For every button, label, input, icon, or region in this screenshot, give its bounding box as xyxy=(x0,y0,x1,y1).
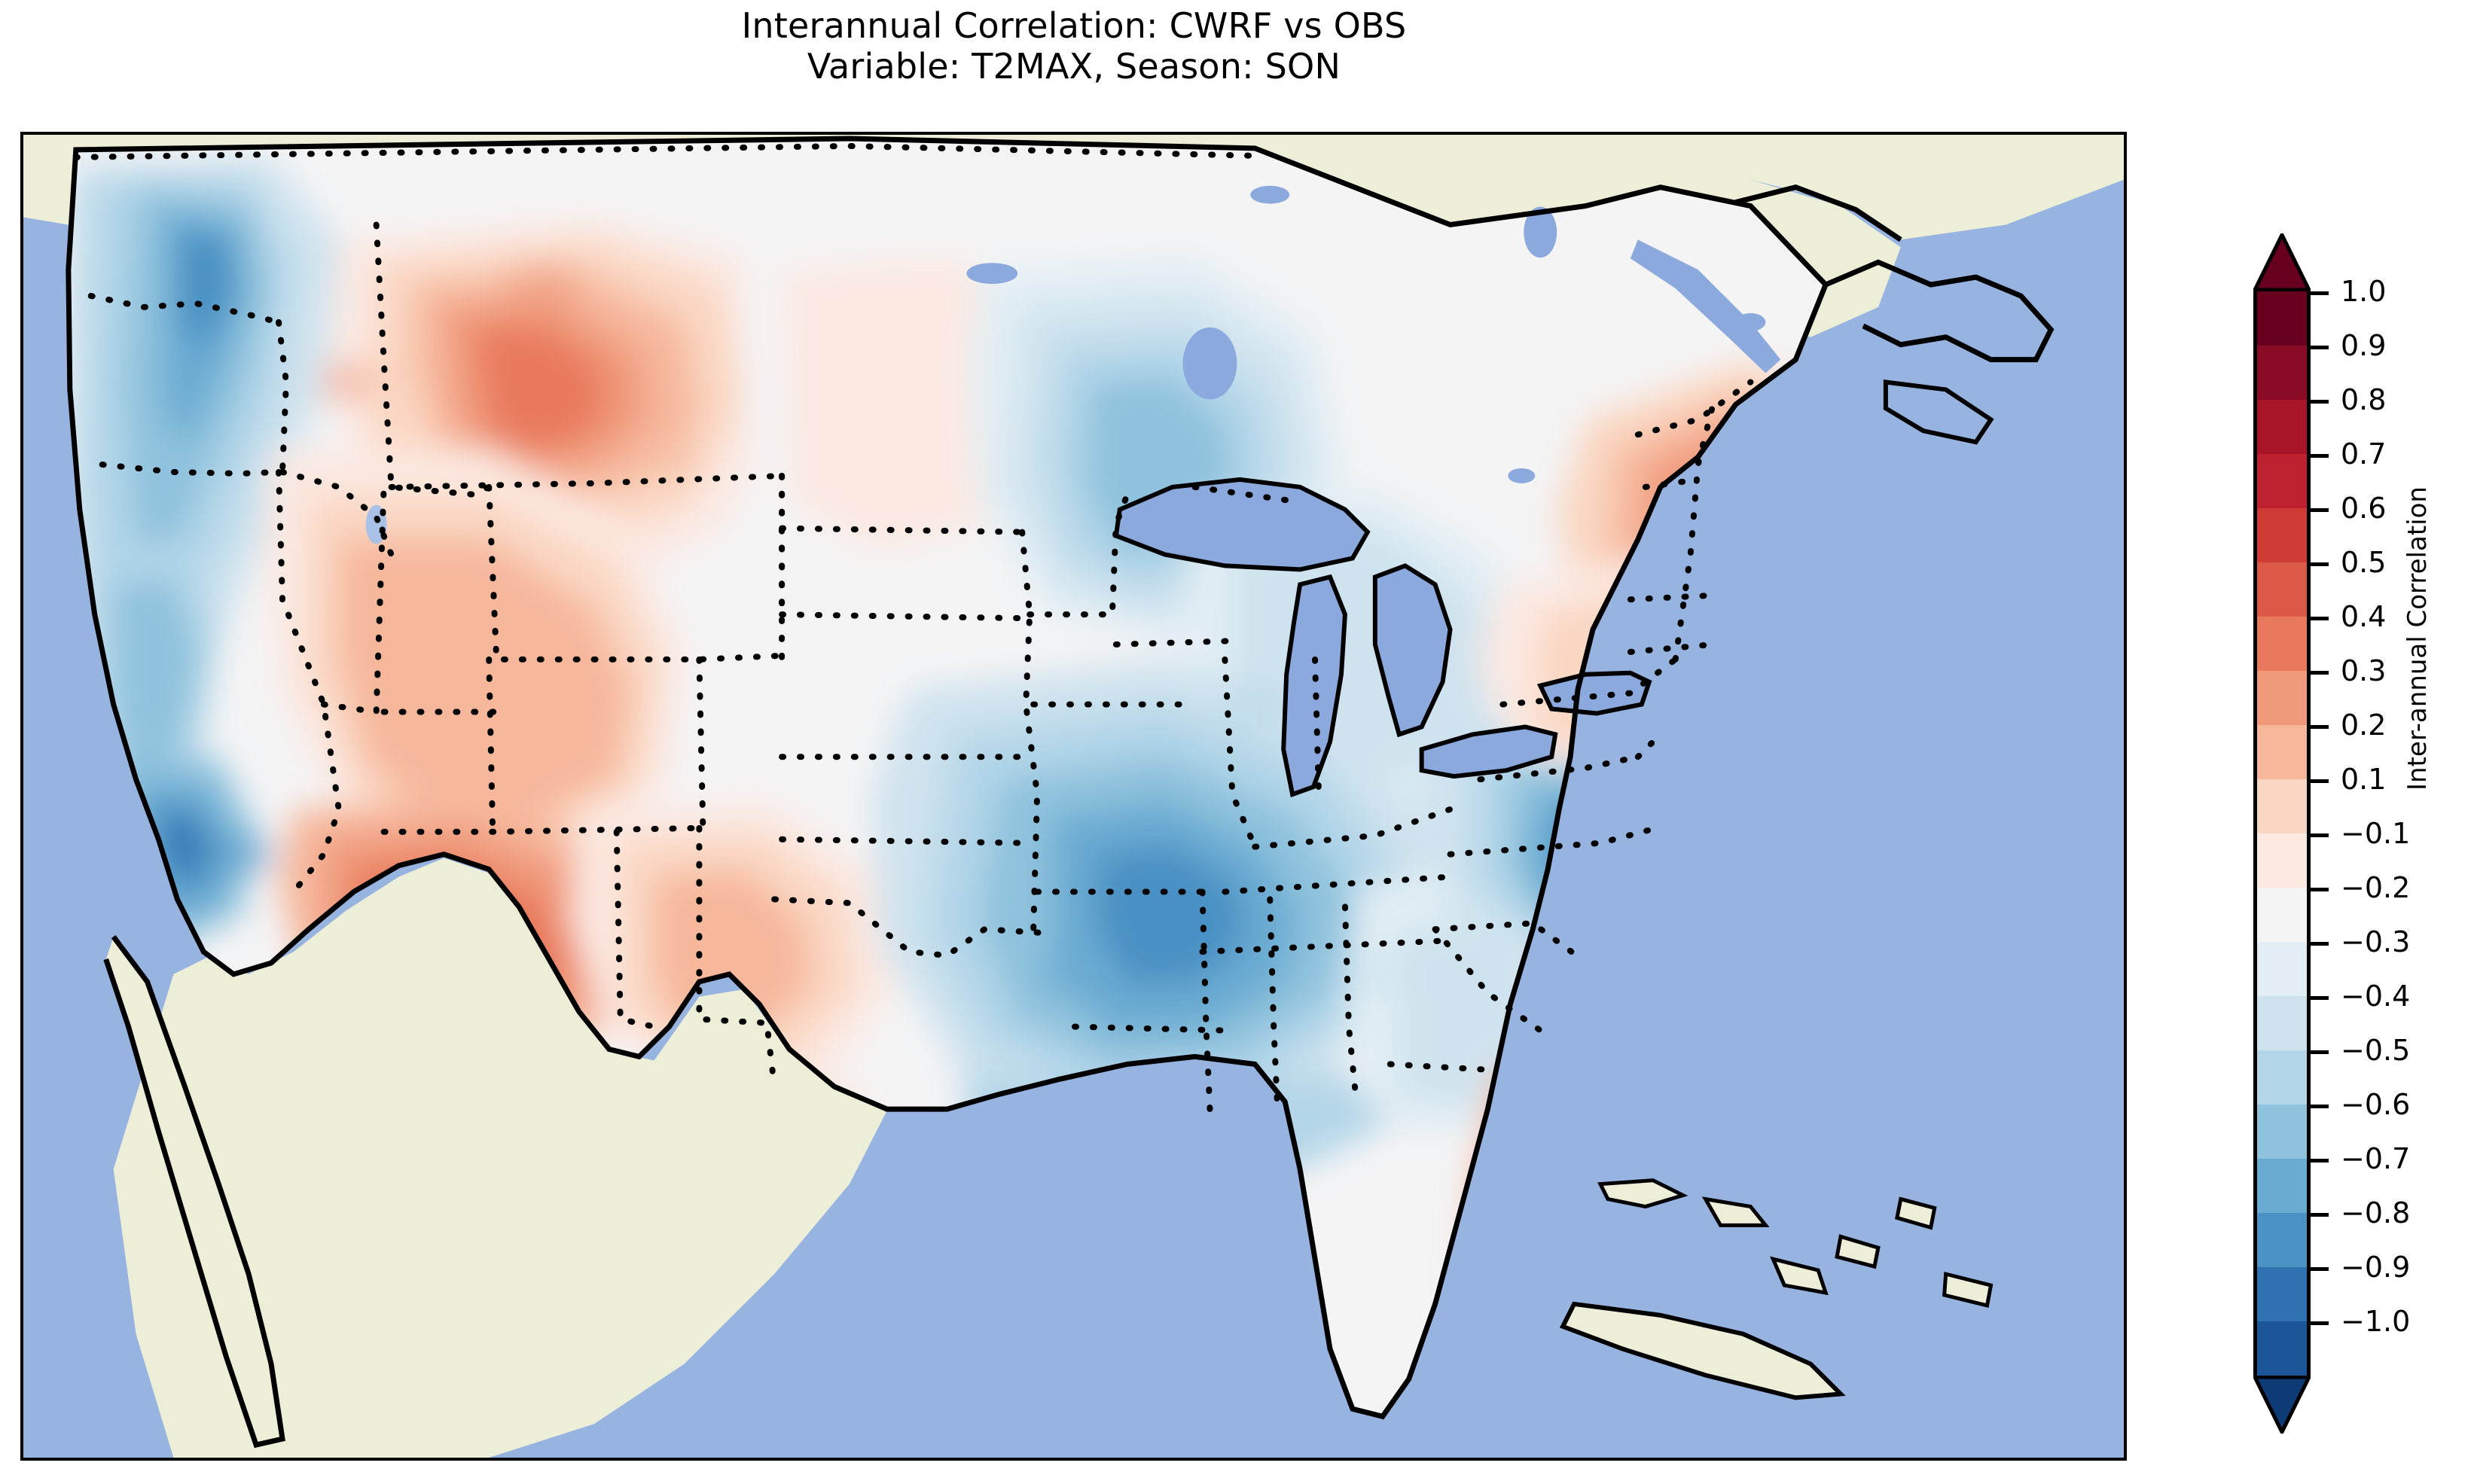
colorbar-tick-mark xyxy=(2311,671,2329,675)
colorbar-band-13 xyxy=(2257,996,2307,1050)
colorbar-tick-mark xyxy=(2311,833,2329,837)
colorbar-tick-label: −0.1 xyxy=(2341,817,2411,850)
colorbar-axis-label: Inter-annual Correlation xyxy=(2402,486,2433,791)
colorbar-tick-mark xyxy=(2311,400,2329,404)
colorbar-tick-label: 0.4 xyxy=(2341,600,2387,633)
colorbar-tick-mark xyxy=(2311,1050,2329,1054)
colorbar-tick-mark xyxy=(2311,888,2329,891)
colorbar-tick-label: 0.6 xyxy=(2341,492,2387,525)
colorbar-band-4 xyxy=(2257,508,2307,562)
colorbar-tick-label: 0.9 xyxy=(2341,329,2387,362)
colorbar-tick-label: 0.2 xyxy=(2341,708,2387,742)
state-borders xyxy=(72,142,1754,1113)
colorbar-bands xyxy=(2253,291,2311,1376)
colorbar-band-5 xyxy=(2257,562,2307,617)
title-line-2: Variable: T2MAX, Season: SON xyxy=(807,45,1341,87)
colorbar-band-10 xyxy=(2257,833,2307,888)
colorbar-tick-label: −0.5 xyxy=(2341,1034,2411,1067)
colorbar: 1.0 0.9 0.8 0.7 0.6 0.5 0.4 0.3 0.2 0.1 −0.1 −0.2 −0… xyxy=(2253,233,2410,1434)
colorbar-band-1 xyxy=(2257,346,2307,400)
figure-title: Interannual Correlation: CWRF vs OBS Var… xyxy=(0,5,2148,87)
colorbar-band-6 xyxy=(2257,617,2307,671)
correlation-map xyxy=(23,135,2124,1458)
colorbar-tick-mark xyxy=(2311,346,2329,349)
colorbar-tick-label: −0.9 xyxy=(2341,1251,2411,1284)
colorbar-tick-mark xyxy=(2311,508,2329,512)
colorbar-tick-label: 0.7 xyxy=(2341,437,2387,471)
colorbar-band-2 xyxy=(2257,400,2307,454)
colorbar-tick-label: 1.0 xyxy=(2341,275,2387,308)
colorbar-tick-mark xyxy=(2311,996,2329,1000)
colorbar-tick-label: 0.5 xyxy=(2341,546,2387,579)
colorbar-band-3 xyxy=(2257,454,2307,508)
colorbar-ticks: 1.0 0.9 0.8 0.7 0.6 0.5 0.4 0.3 0.2 0.1 −0.1 −0.2 −0… xyxy=(2311,275,2474,1376)
colorbar-band-16 xyxy=(2257,1159,2307,1213)
colorbar-tick-mark xyxy=(2311,725,2329,729)
colorbar-tick-label: −0.4 xyxy=(2341,980,2411,1013)
colorbar-tick-mark xyxy=(2311,454,2329,458)
colorbar-under-arrow xyxy=(2253,1376,2311,1434)
colorbar-tick-mark xyxy=(2311,1159,2329,1163)
colorbar-tick-mark xyxy=(2311,942,2329,946)
colorbar-band-19 xyxy=(2257,1321,2307,1376)
colorbar-tick-label: −0.3 xyxy=(2341,925,2411,958)
map-boundaries xyxy=(66,136,2055,1449)
colorbar-tick-label: −0.7 xyxy=(2341,1142,2411,1175)
colorbar-band-18 xyxy=(2257,1267,2307,1321)
colorbar-tick-label: −0.2 xyxy=(2341,871,2411,904)
colorbar-band-0 xyxy=(2257,291,2307,346)
colorbar-tick-mark xyxy=(2311,1105,2329,1108)
map-panel xyxy=(20,132,2127,1461)
colorbar-band-9 xyxy=(2257,779,2307,833)
colorbar-band-11 xyxy=(2257,888,2307,942)
colorbar-band-12 xyxy=(2257,942,2307,996)
colorbar-tick-mark xyxy=(2311,291,2329,295)
colorbar-tick-label: −0.6 xyxy=(2341,1088,2411,1121)
colorbar-tick-mark xyxy=(2311,1321,2329,1325)
colorbar-tick-label: 0.3 xyxy=(2341,654,2387,687)
colorbar-over-arrow xyxy=(2253,233,2311,291)
colorbar-band-15 xyxy=(2257,1105,2307,1159)
colorbar-band-17 xyxy=(2257,1213,2307,1267)
colorbar-tick-mark xyxy=(2311,617,2329,620)
colorbar-tick-mark xyxy=(2311,1213,2329,1217)
colorbar-tick-mark xyxy=(2311,779,2329,783)
title-line-1: Interannual Correlation: CWRF vs OBS xyxy=(741,5,1407,46)
colorbar-tick-label: 0.8 xyxy=(2341,383,2387,416)
colorbar-tick-label: −1.0 xyxy=(2341,1305,2411,1338)
colorbar-tick-mark xyxy=(2311,1267,2329,1271)
colorbar-band-14 xyxy=(2257,1050,2307,1105)
colorbar-tick-label: 0.1 xyxy=(2341,763,2387,796)
colorbar-tick-label: −0.8 xyxy=(2341,1196,2411,1230)
colorbar-band-7 xyxy=(2257,671,2307,725)
colorbar-band-8 xyxy=(2257,725,2307,779)
colorbar-tick-mark xyxy=(2311,562,2329,566)
